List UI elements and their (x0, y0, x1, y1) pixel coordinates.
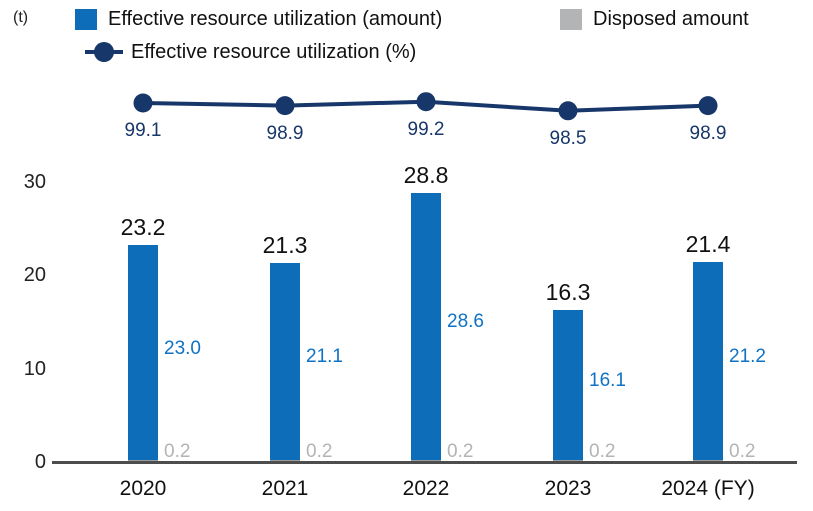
disposed-label: 0.2 (447, 441, 474, 462)
effective-utilization-segment (411, 192, 441, 460)
legend-item-percent: Effective resource utilization (%) (85, 39, 416, 65)
disposed-segment (693, 459, 723, 462)
bar-2023 (553, 309, 583, 462)
line-dot (133, 93, 153, 113)
total-label: 21.3 (262, 231, 308, 258)
disposed-segment (270, 459, 300, 462)
amount-label: 21.1 (306, 346, 343, 368)
y-axis-tick: 20 (23, 264, 46, 286)
disposed-swatch-icon (560, 8, 582, 30)
amount-label: 28.6 (447, 311, 484, 333)
bar-2024 (FY) (693, 261, 723, 462)
amount-label: 21.2 (729, 345, 766, 367)
y-axis-tick: 0 (34, 451, 46, 473)
legend-label-percent: Effective resource utilization (%) (131, 40, 417, 63)
disposed-label: 0.2 (164, 441, 191, 462)
disposed-segment (128, 459, 158, 462)
legend-item-disposed: Disposed amount (560, 6, 749, 32)
line-dot (416, 92, 436, 112)
x-axis-label: 2023 (544, 477, 592, 500)
percent-label: 99.1 (124, 120, 162, 141)
x-axis-label: 2020 (119, 477, 167, 500)
x-axis-label: 2022 (402, 477, 450, 500)
amount-swatch-icon (75, 8, 97, 30)
disposed-segment (553, 459, 583, 462)
x-axis-label: 2024 (FY) (661, 477, 755, 500)
percent-label: 98.5 (549, 127, 587, 149)
total-label: 21.4 (685, 230, 731, 257)
effective-utilization-segment (270, 262, 300, 460)
trend-line (142, 99, 709, 113)
percent-label: 98.9 (689, 122, 727, 144)
total-label: 28.8 (403, 161, 449, 188)
legend-label-amount: Effective resource utilization (amount) (108, 7, 443, 30)
bar-2022 (411, 192, 441, 462)
y-axis-tick: 10 (23, 357, 46, 380)
effective-utilization-segment (693, 261, 723, 460)
percent-label: 98.9 (266, 122, 304, 144)
line-dot-swatch-icon (85, 42, 123, 63)
disposed-segment (411, 459, 441, 462)
x-axis-label: 2021 (261, 477, 309, 500)
legend-item-amount: Effective resource utilization (amount) (75, 6, 442, 32)
y-axis-tick: 30 (23, 170, 46, 193)
unit-label: (t) (13, 9, 29, 26)
total-label: 23.2 (120, 214, 166, 241)
effective-utilization-segment (128, 245, 158, 460)
line-dot (558, 101, 578, 121)
bar-2020 (128, 245, 158, 462)
line-dot (275, 96, 295, 116)
line-dot (698, 96, 718, 116)
legend-label-disposed: Disposed amount (593, 7, 749, 30)
disposed-label: 0.2 (729, 441, 756, 462)
x-axis-line (52, 461, 797, 464)
disposed-label: 0.2 (589, 441, 616, 462)
amount-label: 23.0 (164, 337, 201, 359)
total-label: 16.3 (545, 278, 591, 305)
percent-label: 99.2 (407, 118, 445, 140)
disposed-label: 0.2 (306, 441, 333, 462)
bar-2021 (270, 262, 300, 462)
effective-utilization-segment (553, 309, 583, 460)
amount-label: 16.1 (589, 369, 626, 391)
